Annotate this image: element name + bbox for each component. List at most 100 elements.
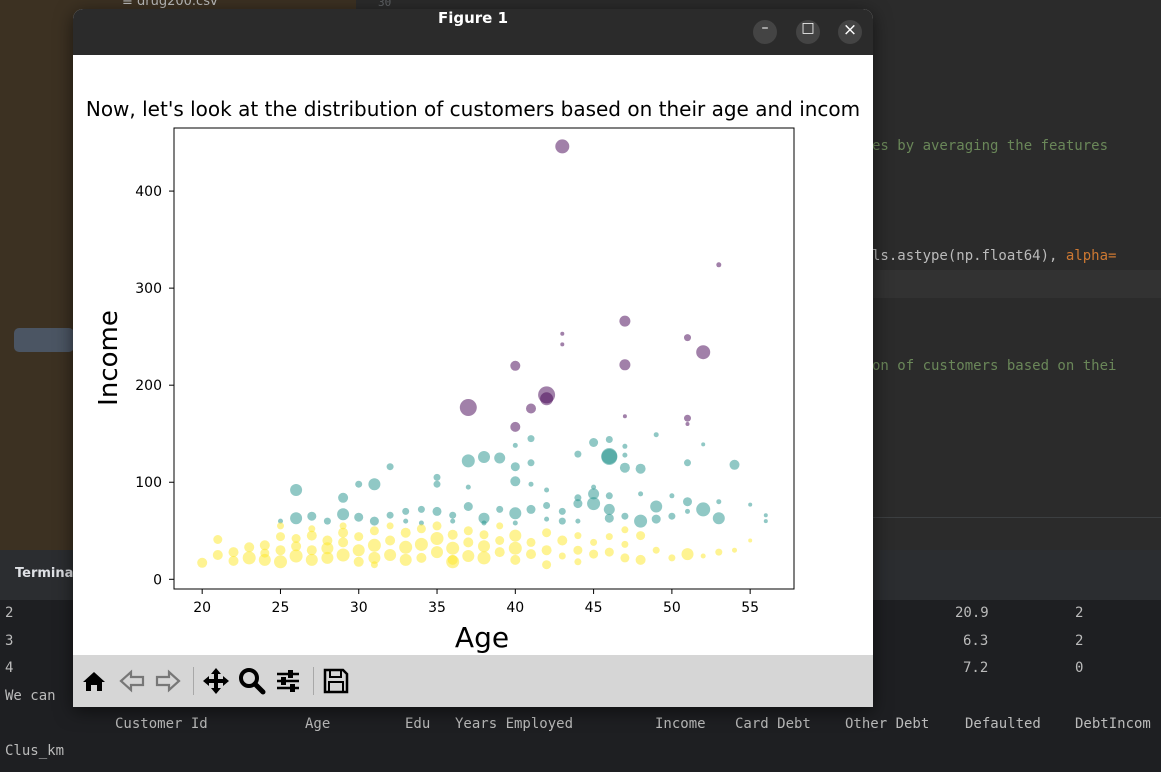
terminal-col-clus-km: Clus_km (5, 743, 65, 759)
terminal-row-cluster: 0 (1075, 660, 1084, 676)
scatter-point (653, 432, 659, 438)
scatter-point (367, 538, 381, 552)
scatter-point (338, 492, 349, 503)
scatter-point (716, 262, 722, 268)
y-tick-label: 100 (135, 475, 162, 491)
scatter-point (729, 459, 740, 470)
scatter-point (681, 548, 694, 561)
scatter-point (399, 553, 412, 566)
forward-arrow-icon[interactable] (153, 666, 183, 696)
scatter-point (588, 488, 600, 500)
scatter-point (701, 442, 706, 447)
scatter-point (622, 414, 627, 419)
scatter-point (465, 484, 471, 490)
y-tick-label: 200 (135, 378, 162, 394)
scatter-point (276, 532, 285, 542)
scatter-point (684, 459, 691, 467)
pan-icon[interactable] (201, 666, 231, 696)
terminal-row-value: 20.9 (955, 605, 989, 621)
scatter-point (228, 555, 239, 566)
scatter-point (275, 545, 286, 556)
terminal-col-income: Income (655, 716, 706, 732)
code-text: ls.astype(np.float64), (872, 248, 1066, 264)
scatter-point (574, 450, 582, 458)
scatter-point (605, 533, 613, 541)
scatter-point (619, 315, 631, 327)
scatter-point (414, 537, 428, 551)
scatter-point (601, 448, 618, 464)
scatter-point (308, 525, 316, 533)
scatter-point (244, 542, 255, 553)
scatter-point (622, 443, 628, 449)
scatter-point (446, 541, 460, 555)
scatter-point (685, 508, 690, 514)
scatter-points (197, 139, 768, 570)
scatter-point (544, 516, 550, 522)
scatter-chart[interactable]: Now, let's look at the distribution of c… (73, 55, 873, 655)
project-file-item[interactable]: ≡ drug200.csv (122, 0, 218, 9)
terminal-col-years-employed: Years Employed (455, 716, 574, 732)
y-axis-ticks: 0 100 200 300 400 (135, 184, 174, 588)
home-icon[interactable] (79, 666, 109, 696)
scatter-point (603, 503, 615, 515)
scatter-point (696, 345, 711, 360)
terminal-col-debtincome: DebtIncom (1075, 716, 1151, 732)
scatter-point (528, 481, 534, 487)
configure-subplots-icon[interactable] (273, 666, 303, 696)
terminal-row-value: 6.3 (963, 633, 989, 649)
scatter-point (386, 522, 394, 530)
scatter-point (430, 532, 444, 545)
scatter-point (212, 550, 223, 560)
scatter-point (450, 518, 456, 524)
scatter-point (510, 421, 521, 432)
terminal-note: We can (5, 688, 56, 704)
scatter-point (763, 513, 768, 518)
x-tick-label: 25 (272, 600, 290, 616)
code-line: es by averaging the features (872, 138, 1109, 154)
scatter-point (463, 502, 473, 511)
scatter-point (463, 526, 473, 536)
scatter-point (494, 547, 505, 558)
scatter-point (258, 553, 271, 566)
code-keyword: alpha= (1065, 248, 1117, 264)
scatter-point (305, 553, 318, 566)
scatter-point (416, 524, 426, 534)
scatter-point (291, 541, 302, 552)
scatter-point (353, 556, 364, 567)
scatter-point (512, 520, 518, 526)
scatter-point (433, 473, 441, 481)
scatter-point (494, 452, 506, 464)
scatter-point (307, 511, 317, 521)
terminal-row-cluster: 2 (1075, 633, 1084, 649)
plot-canvas[interactable]: Now, let's look at the distribution of c… (73, 55, 873, 655)
scatter-point (510, 476, 521, 487)
scatter-point (478, 512, 490, 524)
scatter-point (621, 512, 629, 520)
scatter-point (604, 547, 614, 557)
scatter-point (544, 487, 550, 493)
minimize-button[interactable]: – (753, 20, 777, 44)
scatter-point (306, 545, 317, 556)
code-line: on of customers based on thei (872, 358, 1117, 374)
scatter-point (668, 512, 676, 520)
scatter-point (555, 139, 570, 154)
scatter-point (339, 522, 347, 530)
scatter-point (479, 530, 489, 540)
back-arrow-icon[interactable] (117, 666, 147, 696)
terminal-col-other-debt: Other Debt (845, 716, 930, 732)
scatter-point (669, 493, 675, 499)
x-tick-label: 30 (350, 600, 368, 616)
scatter-point (542, 560, 552, 570)
close-button[interactable]: × (838, 20, 862, 44)
maximize-button[interactable]: □ (796, 20, 820, 44)
scatter-point (683, 497, 692, 507)
scatter-point (338, 537, 349, 548)
scatter-point (621, 540, 629, 548)
scatter-point (526, 549, 536, 560)
scatter-point (668, 554, 676, 562)
save-icon[interactable] (321, 666, 351, 696)
terminal-tab[interactable]: Termina (15, 566, 74, 581)
window-titlebar[interactable]: Figure 1 – □ × (73, 9, 873, 55)
scatter-point (228, 547, 239, 558)
zoom-icon[interactable] (237, 666, 267, 696)
